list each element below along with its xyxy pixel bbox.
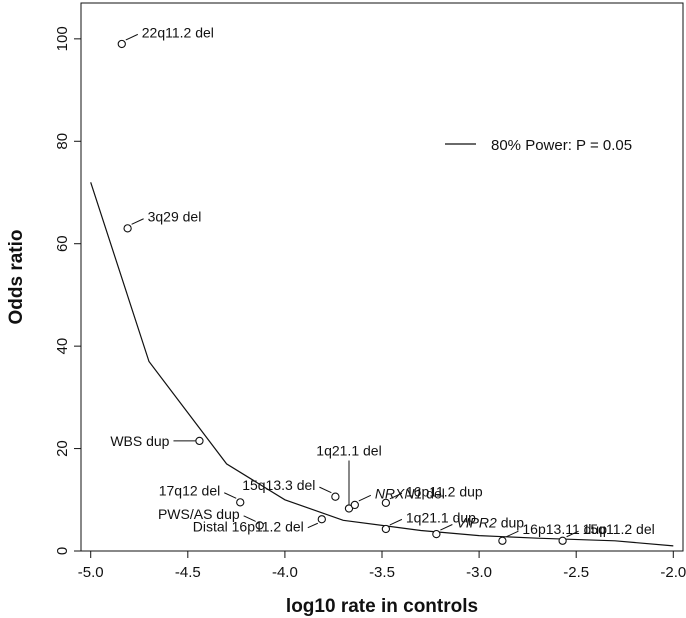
x-tick-label: -5.0 bbox=[78, 564, 104, 581]
point-leader-line bbox=[389, 518, 403, 526]
point-leader-line bbox=[440, 524, 453, 531]
data-point bbox=[381, 524, 391, 534]
data-point bbox=[236, 498, 245, 507]
data-point bbox=[432, 529, 441, 539]
point-label: 17q12 del bbox=[159, 483, 221, 499]
point-label: 16p13.11 dup bbox=[522, 521, 607, 537]
y-axis-title: Odds ratio bbox=[6, 229, 27, 324]
data-point bbox=[195, 436, 204, 446]
legend: 80% Power: P = 0.05 bbox=[445, 137, 632, 154]
power-curve-layer bbox=[90, 182, 674, 547]
data-point bbox=[123, 224, 132, 233]
data-point bbox=[255, 521, 264, 530]
point-leader-line bbox=[506, 530, 519, 538]
y-tick-label: 20 bbox=[54, 440, 71, 457]
data-point bbox=[317, 515, 326, 524]
x-tick-label: -3.5 bbox=[369, 564, 395, 581]
y-tick-label: 40 bbox=[54, 338, 71, 355]
point-leader-line bbox=[566, 530, 579, 538]
data-point bbox=[381, 498, 391, 508]
point-leader-line bbox=[358, 494, 372, 502]
x-axis-title: log10 rate in controls bbox=[286, 596, 478, 617]
x-tick-label: -2.0 bbox=[660, 564, 686, 581]
point-leader-line bbox=[243, 515, 256, 522]
point-label: 15q13.3 del bbox=[242, 477, 315, 493]
data-point bbox=[117, 39, 126, 49]
point-leader-line bbox=[319, 486, 332, 494]
point-leader-line bbox=[125, 33, 138, 41]
x-axis: -5.0 -4.5 -4.0 -3.5 -3.0 -2.5 -2.0 bbox=[78, 551, 686, 581]
x-tick-label: -4.5 bbox=[175, 564, 201, 581]
x-tick-label: -3.0 bbox=[466, 564, 492, 581]
y-tick-label: 0 bbox=[54, 547, 71, 555]
point-label: WBS dup bbox=[110, 433, 169, 449]
point-label: NRXN1 del bbox=[375, 485, 445, 501]
plot-frame bbox=[80, 2, 684, 552]
point-leader-line bbox=[131, 218, 144, 225]
point-leader-line bbox=[307, 522, 319, 529]
y-axis: 0 20 40 60 80 100 bbox=[54, 26, 81, 555]
data-points-layer: 22q11.2 del 3q29 del WBS dup 17q12 del PWS/A… bbox=[110, 24, 655, 545]
x-tick-label: -4.0 bbox=[272, 564, 298, 581]
y-tick-label: 100 bbox=[54, 26, 71, 51]
point-label: 1q21.1 dup bbox=[406, 509, 476, 525]
data-point bbox=[344, 504, 354, 513]
x-tick-label: -2.5 bbox=[563, 564, 589, 581]
data-point bbox=[331, 492, 340, 501]
point-label: 1q21.1 del bbox=[316, 442, 381, 458]
legend-label: 80% Power: P = 0.05 bbox=[491, 137, 632, 154]
point-label: 16p11.2 dup bbox=[406, 483, 483, 499]
data-point bbox=[498, 536, 507, 545]
point-label: PWS/AS dup bbox=[158, 506, 240, 522]
point-label: Distal 16p11.2 del bbox=[193, 519, 304, 535]
data-point bbox=[558, 536, 567, 545]
data-point bbox=[350, 500, 359, 510]
point-label: 15q11.2 del bbox=[583, 521, 655, 537]
point-leader-line bbox=[224, 492, 237, 499]
y-tick-label: 80 bbox=[54, 133, 71, 150]
y-tick-label: 60 bbox=[54, 235, 71, 252]
point-label: 22q11.2 del bbox=[142, 24, 214, 40]
point-leader-line bbox=[389, 492, 403, 500]
point-label: VIPR2 dup bbox=[456, 514, 524, 530]
point-label: 3q29 del bbox=[148, 209, 202, 225]
power-curve-line bbox=[90, 182, 674, 547]
